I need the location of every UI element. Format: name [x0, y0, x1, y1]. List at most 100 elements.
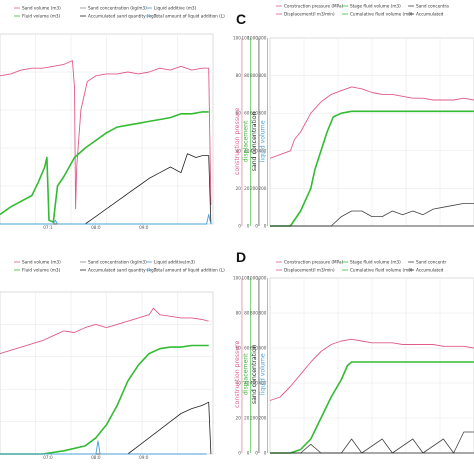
series-line [0, 214, 212, 225]
axis-title: displacement [243, 120, 250, 162]
legend-entry: Sand concentration (kg/m3) [88, 5, 147, 10]
axis-tick-label: 800 [250, 73, 258, 78]
axis-tick-label: 400 [250, 381, 258, 386]
axis-tick-label: 0 [238, 224, 241, 229]
legend-entry: Stage fluid volume (m3) [350, 3, 401, 8]
legend-entry: Cumulative fluid volume (m3) [350, 11, 413, 16]
panel-b: Sand volume (m3) Sand concentration (kg/m… [0, 259, 225, 460]
axis-tick-label: 0 [238, 451, 241, 456]
series-line [269, 86, 474, 159]
series-line [0, 307, 209, 355]
legend-entry: Accumulated [416, 11, 444, 16]
axis-tick-label: 400 [258, 148, 266, 153]
axis-title: sand concentration [251, 344, 258, 404]
series-line [270, 361, 474, 454]
axis-tick-label: 20 [236, 186, 242, 191]
x-tick-label: 09:0 [139, 225, 149, 230]
axis-tick-label: 0 [247, 451, 250, 456]
axis-tick-label: 400 [258, 381, 266, 386]
axis-tick-label: 60 [236, 346, 242, 351]
axis-tick-label: 40 [236, 381, 242, 386]
axis-tick-label: 200 [250, 416, 258, 421]
axis-tick-label: 400 [250, 148, 258, 153]
axis-tick-label: 200 [258, 186, 266, 191]
axis-tick-label: 1000 [256, 36, 267, 41]
axis-tick-label: 100 [233, 36, 241, 41]
axis-tick-label: 100 [241, 276, 249, 281]
axis-tick-label: 40 [244, 381, 250, 386]
legend-entry: Sand volume (m3) [22, 5, 61, 10]
legend-entry: Liquid additive(m3) [154, 259, 195, 264]
legend-entry: Sand concentration (kg/m3) [88, 259, 147, 264]
axis-tick-label: 800 [258, 73, 266, 78]
axis-tick-label: 60 [244, 346, 250, 351]
legend-entry: Construction pressure (MPa) [284, 259, 344, 264]
axis-tick-label: 60 [244, 111, 250, 116]
axis-tick-label: 80 [236, 73, 242, 78]
legend-entry: Accumulated [416, 267, 444, 272]
axis-tick-label: 80 [244, 311, 250, 316]
axis-tick-label: 1000 [247, 276, 258, 281]
series-line [0, 111, 209, 223]
axis-title: construction pressure [234, 340, 241, 407]
axis-tick-label: 600 [250, 346, 258, 351]
legend-entry: Accumulated sand quantity (kg) [88, 267, 156, 272]
axis-tick-label: 1000 [247, 36, 258, 41]
axis-title: sand concentration [251, 111, 258, 171]
axis-title: liquid volume [260, 120, 267, 162]
axis-tick-label: 100 [233, 276, 241, 281]
x-tick-label: 07:1 [43, 225, 53, 230]
axis-title: liquid volume [260, 353, 267, 395]
legend-entry: Cumulative fluid volume (m3) [350, 267, 413, 272]
legend-entry: Construction pressure (MPa) [284, 3, 344, 8]
legend-entry: Displacement(l m3/min) [284, 267, 335, 272]
x-tick-label: 08:0 [91, 225, 101, 230]
series-line [0, 440, 207, 455]
axis-tick-label: 0 [255, 451, 258, 456]
axis-tick-label: 20 [244, 186, 250, 191]
series-line [0, 153, 212, 225]
axis-tick-label: 0 [255, 224, 258, 229]
axis-tick-label: 80 [236, 311, 242, 316]
series-line [270, 110, 474, 227]
series-line [270, 202, 474, 227]
axis-tick-label: 1000 [256, 276, 267, 281]
axis-tick-label: 800 [258, 311, 266, 316]
axis-tick-label: 200 [250, 186, 258, 191]
axis-tick-label: 60 [236, 111, 242, 116]
axis-tick-label: 100 [241, 36, 249, 41]
series-line [0, 344, 209, 455]
axis-tick-label: 0 [247, 224, 250, 229]
axis-tick-label: 20 [236, 416, 242, 421]
axis-tick-label: 0 [264, 224, 267, 229]
panel-letter: C [236, 11, 246, 27]
legend-entry: Sand volume (m3) [22, 259, 61, 264]
panel-d: D Construction pressure (MPa) Stage fluid … [233, 249, 474, 456]
legend-entry: Sand concentr [416, 259, 447, 264]
axis-tick-label: 80 [244, 73, 250, 78]
x-tick-label: 09:0 [139, 455, 149, 460]
axis-tick-label: 200 [258, 416, 266, 421]
legend-entry: Displacement(l m3/min) [284, 11, 335, 16]
x-tick-label: 07:0 [43, 455, 53, 460]
axis-tick-label: 40 [236, 148, 242, 153]
panel-c: C Construction pressure (MPa) Stage fluid … [233, 3, 474, 229]
panel-letter: D [236, 249, 246, 265]
panel-a: Sand volume (m3) Sand concentration (kg/m… [0, 5, 225, 230]
axis-tick-label: 600 [258, 111, 266, 116]
axis-tick-label: 40 [244, 148, 250, 153]
legend-entry: Sand concentra [416, 3, 449, 8]
series-line [270, 431, 474, 454]
series-line [269, 338, 474, 401]
axis-title: construction pressure [234, 108, 241, 175]
legend-entry: Total amount of liquid addition (L) [153, 267, 225, 272]
axis-title: displacement [243, 353, 250, 395]
axis-tick-label: 20 [244, 416, 250, 421]
legend-entry: Fluid volume (m3) [22, 13, 61, 18]
series-line [0, 60, 212, 210]
legend-entry: Fluid volume (m3) [22, 267, 61, 272]
x-tick-label: 08:0 [91, 455, 101, 460]
legend-entry: Accumulated sand quantity (kg) [88, 13, 156, 18]
axis-tick-label: 0 [264, 451, 267, 456]
